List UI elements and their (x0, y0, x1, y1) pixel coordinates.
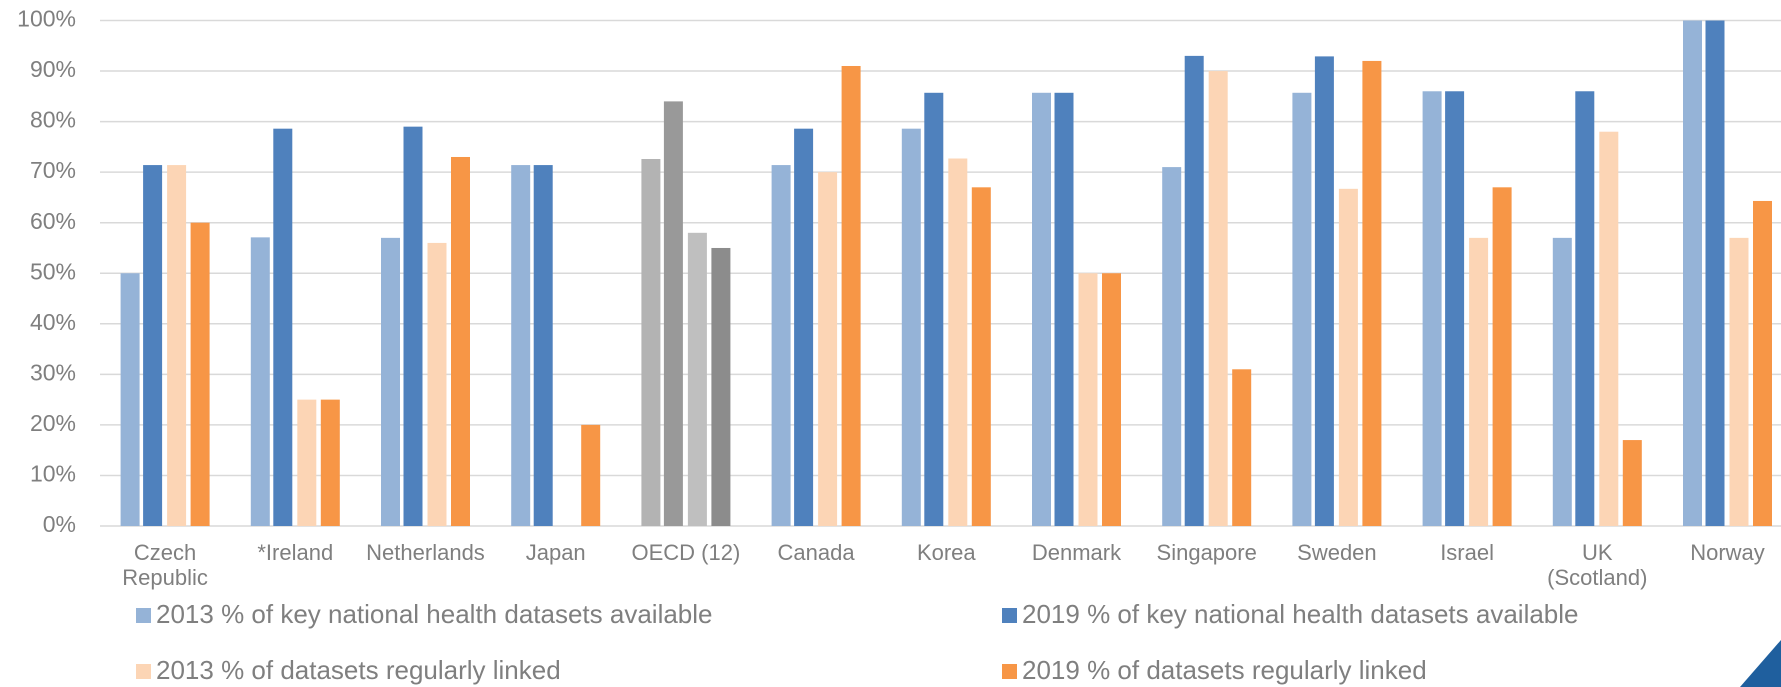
legend-swatch (136, 608, 151, 623)
bar (273, 128, 293, 526)
bar (250, 237, 270, 526)
bar (1599, 131, 1619, 526)
y-tick-label: 60% (30, 208, 76, 234)
bar (320, 399, 340, 526)
legend-label: 2019 % of key national health datasets a… (1022, 599, 1579, 629)
x-tick-label: Sweden (1297, 540, 1377, 565)
x-tick-label: Canada (778, 540, 856, 565)
y-tick-label: 10% (30, 461, 76, 487)
bar (403, 126, 423, 526)
bar (451, 156, 470, 527)
x-tick-label: Czech (134, 540, 196, 565)
x-tick-label: Netherlands (366, 540, 485, 565)
x-tick-label: Korea (917, 540, 976, 565)
legend-label: 2019 % of datasets regularly linked (1022, 655, 1427, 685)
bar (841, 65, 861, 527)
bar (1054, 92, 1074, 526)
bar (641, 159, 661, 526)
x-tick-label: UK (1582, 540, 1613, 565)
y-tick-label: 70% (30, 157, 76, 183)
bar (1338, 188, 1358, 527)
legend-label: 2013 % of key national health datasets a… (156, 599, 713, 629)
y-tick-label: 50% (30, 258, 76, 284)
x-tick-label: Republic (122, 565, 208, 590)
bar (1575, 91, 1595, 527)
bar (1492, 187, 1512, 526)
legend-swatch (136, 664, 151, 679)
bar (1208, 71, 1228, 527)
bar (901, 128, 921, 526)
x-tick-label: *Ireland (257, 540, 333, 565)
bar (1314, 56, 1334, 526)
bar (381, 237, 400, 527)
bar (1292, 92, 1312, 526)
x-tick-label: Israel (1440, 540, 1494, 565)
bar (533, 165, 553, 526)
bar (1705, 20, 1725, 526)
bar (1622, 440, 1642, 526)
y-tick-label: 30% (30, 359, 76, 385)
legend-swatch (1002, 608, 1017, 623)
bar (971, 187, 991, 526)
bar (794, 128, 814, 526)
bar (143, 165, 163, 526)
y-tick-label: 100% (17, 6, 76, 32)
bar (120, 273, 140, 526)
x-tick-label: Norway (1690, 540, 1765, 565)
bar (1445, 91, 1465, 527)
bar (1729, 237, 1749, 527)
bar (711, 247, 731, 526)
y-tick-label: 20% (30, 410, 76, 436)
bar (1032, 92, 1051, 526)
x-tick-label: Japan (526, 540, 586, 565)
bar (1552, 237, 1572, 527)
bar (1469, 237, 1489, 527)
bar (581, 424, 601, 526)
bar (1753, 200, 1772, 526)
bar (1232, 369, 1252, 526)
bar (167, 165, 187, 526)
bar (663, 101, 683, 526)
bar (948, 158, 968, 526)
x-tick-label: Singapore (1157, 540, 1257, 565)
bar (190, 222, 210, 526)
bar (1184, 55, 1204, 526)
y-tick-label: 40% (30, 309, 76, 335)
legend-swatch (1002, 664, 1017, 679)
bar (297, 399, 317, 526)
bar (1078, 273, 1098, 526)
bar (1422, 91, 1442, 527)
bar (1102, 273, 1121, 526)
bar (924, 92, 944, 526)
bar (427, 242, 447, 527)
x-tick-label: Denmark (1032, 540, 1122, 565)
y-tick-label: 80% (30, 107, 76, 133)
bar (511, 165, 531, 526)
y-tick-label: 0% (43, 511, 76, 537)
x-tick-label: OECD (12) (632, 540, 741, 565)
bar (1683, 20, 1702, 526)
x-tick-label: (Scotland) (1547, 565, 1647, 590)
bar (687, 232, 707, 526)
corner-decoration (1740, 640, 1781, 687)
bar (818, 172, 838, 526)
bar (1162, 167, 1182, 526)
legend-label: 2013 % of datasets regularly linked (156, 655, 561, 685)
bar (771, 165, 791, 526)
bar (1362, 60, 1382, 526)
y-tick-label: 90% (30, 56, 76, 82)
